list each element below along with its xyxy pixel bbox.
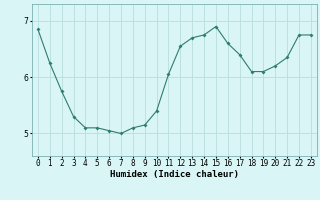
X-axis label: Humidex (Indice chaleur): Humidex (Indice chaleur): [110, 170, 239, 179]
